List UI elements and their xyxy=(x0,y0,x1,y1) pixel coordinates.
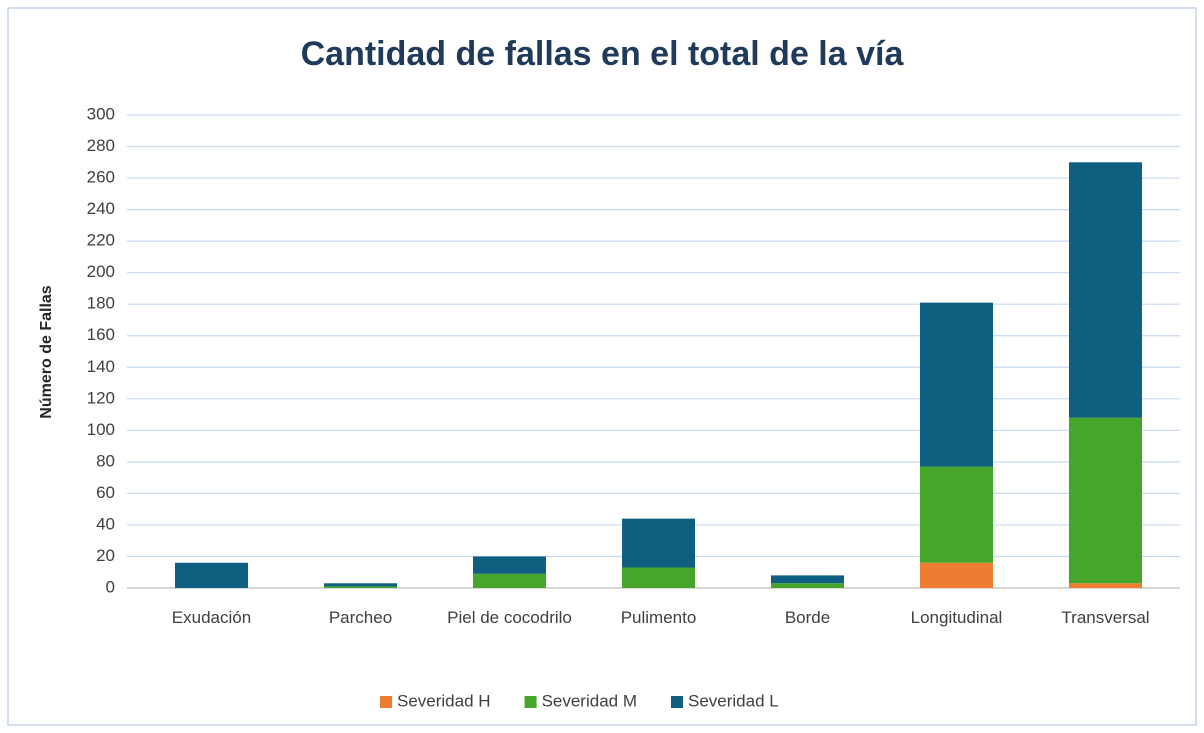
x-tick-label: Exudación xyxy=(171,608,252,627)
y-axis-label: Número de Fallas xyxy=(38,285,55,418)
bar-segment xyxy=(919,466,994,563)
legend-label: Severidad H xyxy=(397,691,491,710)
x-tick-label: Pulimento xyxy=(620,608,697,627)
x-tick-label: Transversal xyxy=(1061,608,1150,627)
chart-border xyxy=(7,7,1197,726)
y-tick-label: 240 xyxy=(87,199,115,218)
y-tick-label: 0 xyxy=(106,577,115,596)
y-tick-label: 200 xyxy=(87,262,115,281)
x-tick-label: Piel de cocodrilo xyxy=(447,608,572,627)
bar-segment xyxy=(1068,417,1143,584)
y-tick-label: 140 xyxy=(87,357,115,376)
bar-segment xyxy=(621,518,696,568)
y-tick-label: 260 xyxy=(87,168,115,187)
y-tick-label: 40 xyxy=(96,514,115,533)
y-tick-label: 120 xyxy=(87,388,115,407)
y-tick-label: 80 xyxy=(96,451,115,470)
bar-segment xyxy=(770,583,845,588)
y-tick-label: 300 xyxy=(87,104,115,123)
legend-label: Severidad L xyxy=(688,691,779,710)
bar-segment xyxy=(323,583,398,587)
y-tick-label: 180 xyxy=(87,294,115,313)
bar-segment xyxy=(919,562,994,588)
bar-segment xyxy=(770,575,845,584)
x-tick-label: Longitudinal xyxy=(910,608,1003,627)
x-tick-label: Borde xyxy=(784,608,831,627)
bar-segment xyxy=(174,562,249,588)
bar-segment xyxy=(1068,583,1143,588)
y-tick-label: 220 xyxy=(87,231,115,250)
bar-segment xyxy=(323,586,398,588)
legend-swatch xyxy=(380,696,392,708)
y-tick-label: 60 xyxy=(96,483,115,502)
chart-title: Cantidad de fallas en el total de la vía xyxy=(301,35,905,73)
legend-swatch xyxy=(524,696,537,708)
bar-segment xyxy=(1068,162,1143,418)
bar-segment xyxy=(621,567,696,588)
legend-label: Severidad M xyxy=(542,691,637,710)
y-tick-label: 280 xyxy=(87,136,115,155)
bar-segment xyxy=(472,556,547,574)
legend-swatch xyxy=(671,696,683,708)
y-tick-label: 160 xyxy=(87,325,115,344)
bar-segment xyxy=(472,573,547,588)
bar-segment xyxy=(919,302,994,467)
x-tick-label: Parcheo xyxy=(328,608,393,627)
y-tick-label: 100 xyxy=(87,420,115,439)
y-tick-label: 20 xyxy=(96,546,115,565)
